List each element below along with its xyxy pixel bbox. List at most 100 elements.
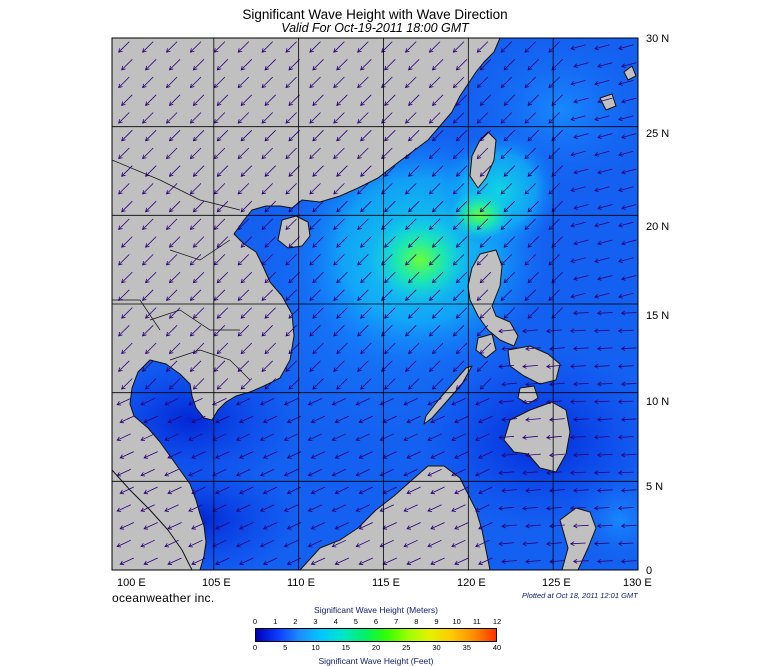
wave-direction-arrow bbox=[142, 112, 154, 124]
wave-direction-arrow bbox=[264, 378, 276, 390]
wave-direction-arrow bbox=[213, 254, 226, 266]
wave-direction-arrow bbox=[164, 504, 179, 512]
wave-direction-arrow bbox=[428, 360, 441, 372]
wave-direction-arrow bbox=[551, 129, 563, 142]
wave-direction-arrow bbox=[548, 76, 560, 89]
wave-direction-arrow bbox=[237, 289, 250, 301]
wave-direction-arrow bbox=[283, 504, 299, 512]
wave-direction-arrow bbox=[145, 129, 157, 142]
wave-direction-arrow bbox=[216, 129, 229, 142]
wave-direction-arrow bbox=[312, 94, 324, 106]
wave-direction-arrow bbox=[357, 112, 369, 124]
wave-direction-arrow bbox=[121, 342, 133, 355]
wave-direction-arrow bbox=[545, 505, 562, 511]
wave-direction-arrow bbox=[408, 59, 420, 71]
wave-direction-arrow bbox=[546, 328, 562, 334]
wave-direction-arrow bbox=[548, 147, 560, 160]
wave-direction-arrow bbox=[334, 486, 350, 495]
wave-direction-arrow bbox=[455, 307, 468, 319]
wave-direction-arrow bbox=[216, 236, 229, 248]
wave-direction-arrow bbox=[259, 398, 275, 406]
wave-direction-arrow bbox=[212, 398, 227, 406]
wave-direction-arrow bbox=[524, 41, 536, 53]
wave-direction-arrow bbox=[594, 257, 610, 264]
wave-direction-arrow bbox=[475, 504, 490, 512]
wave-direction-arrow bbox=[142, 325, 154, 337]
wave-direction-arrow bbox=[212, 539, 227, 548]
wave-direction-arrow bbox=[618, 80, 634, 86]
wave-direction-arrow bbox=[597, 97, 613, 104]
wave-direction-arrow bbox=[121, 307, 133, 319]
wave-direction-arrow bbox=[189, 360, 202, 372]
wave-direction-arrow bbox=[140, 433, 155, 441]
wave-direction-arrow bbox=[191, 486, 206, 495]
colorbar-feet-tick: 20 bbox=[371, 643, 381, 652]
wave-direction-arrow bbox=[525, 417, 541, 422]
wave-direction-arrow bbox=[264, 165, 276, 177]
lon-label: 110 E bbox=[287, 577, 315, 589]
wave-direction-arrow bbox=[264, 59, 276, 71]
wave-direction-arrow bbox=[213, 218, 226, 231]
wave-direction-arrow bbox=[597, 239, 613, 246]
wave-direction-arrow bbox=[143, 415, 158, 424]
wave-direction-arrow bbox=[455, 59, 468, 71]
wave-direction-arrow bbox=[403, 468, 418, 477]
wave-direction-arrow bbox=[310, 486, 326, 495]
wave-direction-arrow bbox=[570, 292, 586, 299]
colorbar-meters-tick: 9 bbox=[434, 617, 439, 626]
wave-direction-arrow bbox=[427, 504, 442, 512]
wave-direction-arrow bbox=[522, 541, 538, 547]
wave-direction-arrow bbox=[593, 470, 610, 476]
wave-direction-arrow bbox=[212, 433, 227, 441]
wave-direction-arrow bbox=[384, 94, 396, 106]
wave-direction-arrow bbox=[478, 557, 493, 566]
wave-direction-arrow bbox=[261, 289, 273, 301]
wave-direction-arrow bbox=[594, 115, 610, 122]
wave-direction-arrow bbox=[522, 328, 538, 334]
wave-direction-arrow bbox=[548, 523, 565, 529]
wave-direction-arrow bbox=[406, 522, 421, 530]
wave-direction-arrow bbox=[476, 360, 489, 372]
wave-direction-arrow bbox=[548, 346, 565, 352]
wave-direction-arrow bbox=[594, 44, 610, 51]
wave-direction-arrow bbox=[572, 558, 589, 564]
wave-direction-arrow bbox=[165, 254, 178, 266]
wave-direction-arrow bbox=[406, 486, 421, 495]
wave-direction-arrow bbox=[357, 360, 369, 372]
wave-direction-arrow bbox=[617, 505, 634, 511]
wave-direction-arrow bbox=[503, 236, 516, 248]
wave-direction-arrow bbox=[331, 433, 347, 441]
colorbar-feet-tick: 0 bbox=[252, 643, 258, 652]
wave-direction-arrow bbox=[548, 112, 560, 124]
wave-direction-arrow bbox=[118, 254, 130, 266]
wave-direction-arrow bbox=[498, 364, 515, 369]
wave-direction-arrow bbox=[572, 452, 589, 458]
wave-direction-arrow bbox=[428, 183, 441, 195]
wave-direction-arrow bbox=[431, 378, 444, 390]
wave-direction-arrow bbox=[121, 129, 133, 142]
wave-direction-arrow bbox=[189, 147, 202, 160]
wave-direction-arrow bbox=[525, 381, 541, 387]
wave-direction-arrow bbox=[431, 59, 444, 71]
wave-direction-arrow bbox=[309, 325, 321, 337]
wave-direction-arrow bbox=[551, 165, 563, 177]
wave-direction-arrow bbox=[501, 346, 518, 352]
wave-direction-arrow bbox=[405, 41, 417, 53]
wave-direction-arrow bbox=[360, 129, 372, 142]
wave-direction-arrow bbox=[142, 147, 154, 160]
wave-direction-arrow bbox=[475, 433, 490, 441]
wave-direction-arrow bbox=[525, 523, 541, 529]
wave-direction-arrow bbox=[570, 221, 586, 228]
wave-direction-arrow bbox=[259, 433, 275, 441]
wave-direction-arrow bbox=[235, 398, 251, 406]
wave-direction-arrow bbox=[452, 360, 465, 372]
wave-direction-arrow bbox=[501, 523, 518, 529]
wave-direction-arrow bbox=[618, 186, 634, 193]
wave-direction-arrow bbox=[522, 399, 538, 405]
wave-direction-arrow bbox=[121, 94, 133, 106]
wave-direction-arrow bbox=[360, 378, 372, 390]
colorbar-meters-tick: 0 bbox=[252, 617, 258, 626]
wave-direction-arrow bbox=[405, 254, 417, 266]
wave-direction-arrow bbox=[355, 433, 370, 441]
wave-direction-arrow bbox=[503, 94, 516, 106]
